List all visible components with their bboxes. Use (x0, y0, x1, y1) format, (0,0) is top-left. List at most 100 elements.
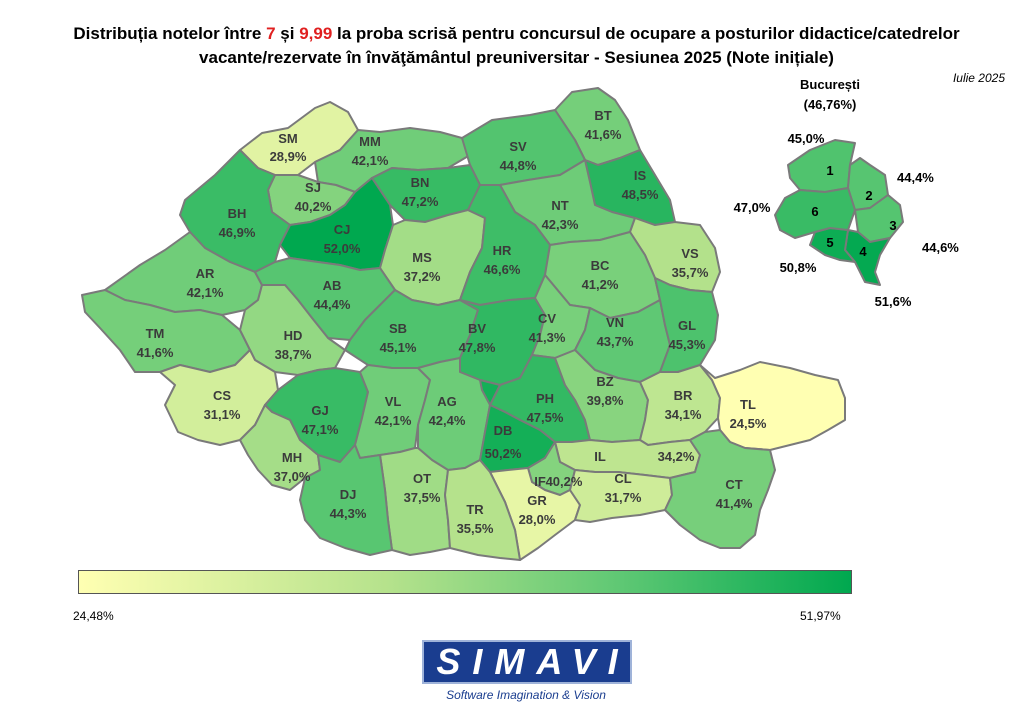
county-code-label: GR (527, 493, 547, 508)
county-code-label: PH (536, 391, 554, 406)
county-code-label: SB (389, 321, 407, 336)
county-pct-label: 44,4% (314, 297, 351, 312)
county-code-label: CT (725, 477, 742, 492)
county-code-label: AR (196, 266, 215, 281)
county-pct-label: 41,4% (716, 496, 753, 511)
county-pct-label: 31,7% (605, 490, 642, 505)
map-title: Distribuția notelor între 7 și 9,99 la p… (73, 24, 960, 67)
title-grade-min: 7 (266, 24, 276, 43)
county-code-label: IF (534, 474, 546, 489)
county-pct-label: 42,1% (352, 153, 389, 168)
county-pct-label: 41,6% (137, 345, 174, 360)
county-pct-label: 47,1% (302, 422, 339, 437)
county-code-label: BZ (596, 374, 613, 389)
sector-number-label: 3 (889, 218, 896, 233)
county-pct-label: 47,5% (527, 410, 564, 425)
county-pct-label: 42,1% (375, 413, 412, 428)
county-pct-label: 50,2% (485, 446, 522, 461)
county-code-label: NT (551, 198, 568, 213)
county-code-label: TR (466, 502, 484, 517)
county-pct-label: 47,2% (402, 194, 439, 209)
county-pct-label: 46,9% (219, 225, 256, 240)
county-code-label: VS (681, 246, 699, 261)
county-code-label: GJ (311, 403, 328, 418)
bucuresti-total: (46,76%) (804, 97, 857, 112)
bucuresti-sector-6 (774, 187, 856, 239)
county-pct-label: 40,2% (295, 199, 332, 214)
county-pct-label: 48,5% (622, 187, 659, 202)
county-pct-label: 43,7% (597, 334, 634, 349)
county-code-label: TM (146, 326, 165, 341)
color-scale-bar (78, 570, 852, 594)
county-code-label: GL (678, 318, 696, 333)
sector-pct-label: 47,0% (734, 200, 771, 215)
county-pct-label: 39,8% (587, 393, 624, 408)
county-code-label: BH (228, 206, 247, 221)
county-code-label: CL (614, 471, 631, 486)
county-pct-label: 52,0% (324, 241, 361, 256)
county-pct-label: 28,0% (519, 512, 556, 527)
county-pct-label: 28,9% (270, 149, 307, 164)
county-pct-label: 34,1% (665, 407, 702, 422)
county-pct-label: 37,2% (404, 269, 441, 284)
county-code-label: DB (494, 423, 513, 438)
logo-wordmark: SIMAVI (436, 641, 630, 682)
scale-min-label: 24,48% (73, 609, 114, 623)
county-code-label: CJ (334, 222, 351, 237)
county-code-label: CV (538, 311, 556, 326)
county-code-label: IS (634, 168, 647, 183)
county-code-label: VN (606, 315, 624, 330)
county-pct-label: 45,1% (380, 340, 417, 355)
county-pct-label: 42,4% (429, 413, 466, 428)
bucuresti-sector-1 (787, 139, 856, 193)
county-code-label: TL (740, 397, 756, 412)
county-code-label: HR (493, 243, 512, 258)
simavi-logo: SIMAVI Software Imagination & Vision (418, 640, 632, 708)
county-code-label: AB (323, 278, 342, 293)
county-dj (299, 444, 393, 556)
county-code-label: SM (278, 131, 298, 146)
sector-pct-label: 50,8% (780, 260, 817, 275)
county-code-label: CS (213, 388, 231, 403)
sector-pct-label: 51,6% (875, 294, 912, 309)
county-pct-label: 42,3% (542, 217, 579, 232)
sector-pct-label: 45,0% (788, 131, 825, 146)
county-pct-label: 37,0% (274, 469, 311, 484)
county-ct (664, 429, 776, 549)
county-pct-label: 40,2% (546, 474, 583, 489)
county-code-label: SJ (305, 180, 321, 195)
county-pct-label: 38,7% (275, 347, 312, 362)
county-pct-label: 35,5% (457, 521, 494, 536)
county-pct-label: 35,7% (672, 265, 709, 280)
county-pct-label: 42,1% (187, 285, 224, 300)
county-code-label: BT (594, 108, 611, 123)
logo-tagline: Software Imagination & Vision (446, 688, 606, 702)
county-pct-label: 46,6% (484, 262, 521, 277)
county-pct-label: 44,3% (330, 506, 367, 521)
report-date: Iulie 2025 (952, 71, 1005, 85)
county-code-label: MH (282, 450, 302, 465)
county-code-label: VL (385, 394, 402, 409)
county-pct-label: 24,5% (730, 416, 767, 431)
county-code-label: OT (413, 471, 431, 486)
county-code-label: BV (468, 321, 486, 336)
county-code-label: MS (412, 250, 432, 265)
sector-number-label: 6 (811, 204, 818, 219)
sector-number-label: 2 (865, 188, 872, 203)
county-code-label: IL (594, 449, 606, 464)
sector-number-label: 1 (826, 163, 833, 178)
county-pct-label: 44,8% (500, 158, 537, 173)
title-grade-max: 9,99 (299, 24, 333, 43)
county-code-label: MM (359, 134, 381, 149)
county-pct-label: 31,1% (204, 407, 241, 422)
county-pct-label: 37,5% (404, 490, 441, 505)
bucuresti-title: București (800, 77, 860, 92)
county-cl (569, 469, 673, 523)
county-pct-label: 47,8% (459, 340, 496, 355)
county-pct-label: 45,3% (669, 337, 706, 352)
sector-number-label: 5 (826, 235, 833, 250)
sector-pct-label: 44,6% (922, 240, 959, 255)
county-code-label: SV (509, 139, 527, 154)
county-tl (699, 361, 846, 451)
